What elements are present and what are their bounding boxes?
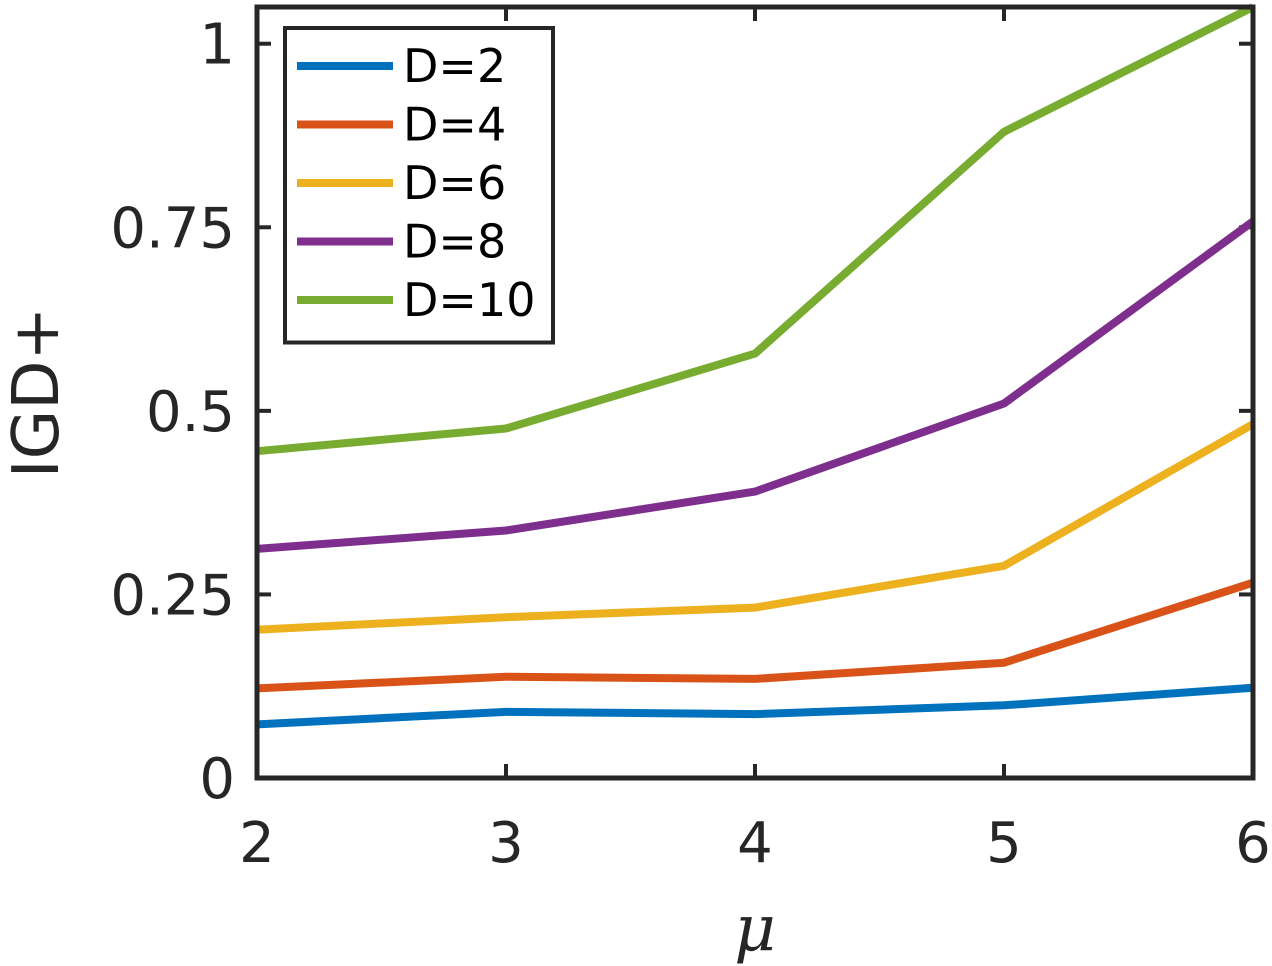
series-lines bbox=[256, 3, 1256, 729]
y-tick-label: 0 bbox=[199, 747, 235, 812]
x-tick-label: 3 bbox=[488, 811, 524, 876]
series-line-d-6 bbox=[256, 420, 1255, 634]
legend: D=2D=4D=6D=8D=10 bbox=[283, 26, 555, 345]
legend-label: D=4 bbox=[403, 98, 506, 152]
legend-label: D=6 bbox=[403, 156, 506, 210]
plot-frame bbox=[254, 4, 1256, 781]
y-tick-label: 0.5 bbox=[146, 380, 235, 445]
x-tick-label: 4 bbox=[737, 811, 773, 876]
y-tick-label: 1 bbox=[199, 13, 235, 78]
x-tick-label: 6 bbox=[1235, 811, 1271, 876]
x-tick-label: 5 bbox=[986, 811, 1022, 876]
y-axis-title: IGD+ bbox=[0, 307, 74, 478]
y-tick-label: 0.25 bbox=[110, 563, 235, 628]
x-tick-label: 2 bbox=[239, 811, 275, 876]
x-axis-title: μ bbox=[734, 892, 776, 966]
series-line-d-8 bbox=[256, 218, 1256, 553]
legend-label: D=2 bbox=[403, 39, 506, 93]
x-axis: 2 3 4 5 6 bbox=[239, 7, 1271, 876]
legend-label: D=10 bbox=[403, 273, 536, 327]
legend-label: D=8 bbox=[403, 215, 506, 269]
series-line-d-10 bbox=[256, 3, 1255, 456]
y-axis: 0 0.25 0.5 0.75 1 bbox=[110, 13, 1253, 812]
series-line-d-2 bbox=[256, 683, 1254, 729]
y-tick-label: 0.75 bbox=[110, 196, 235, 261]
series-line-d-4 bbox=[256, 578, 1255, 693]
